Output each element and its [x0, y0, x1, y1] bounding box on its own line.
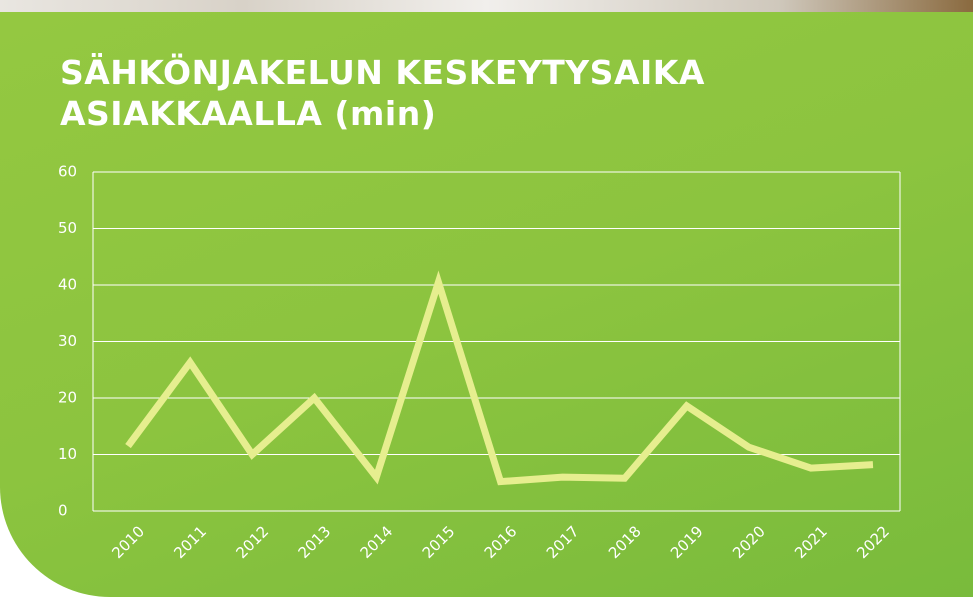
x-tick-label: 2016 [481, 522, 521, 562]
x-tick-label: 2013 [295, 522, 335, 562]
x-tick-label: 2014 [357, 522, 397, 562]
chart: 0 10 20 30 40 50 60 2010 2011 2012 2013 2014 2015 201… [0, 0, 973, 597]
x-tick-label: 2018 [605, 522, 645, 562]
y-tick-label: 40 [58, 276, 77, 294]
x-tick-label: 2021 [791, 522, 831, 562]
y-tick-label: 60 [58, 163, 77, 181]
x-tick-label: 2020 [729, 522, 769, 562]
x-tick-label: 2015 [419, 522, 459, 562]
x-tick-label: 2017 [543, 522, 583, 562]
x-tick-label: 2011 [170, 522, 210, 562]
y-tick-label: 10 [58, 445, 77, 463]
page: SÄHKÖNJAKELUN KESKEYTYSAIKA ASIAKKAALLA … [0, 0, 973, 597]
y-tick-label: 30 [58, 332, 77, 350]
y-tick-label: 20 [58, 389, 77, 407]
x-tick-label: 2019 [667, 522, 707, 562]
data-line [128, 282, 873, 481]
x-tick-label: 2012 [232, 522, 272, 562]
y-tick-label: 50 [58, 219, 77, 237]
y-tick-label: 0 [58, 502, 68, 520]
x-tick-label: 2022 [853, 522, 893, 562]
x-tick-label: 2010 [108, 522, 148, 562]
